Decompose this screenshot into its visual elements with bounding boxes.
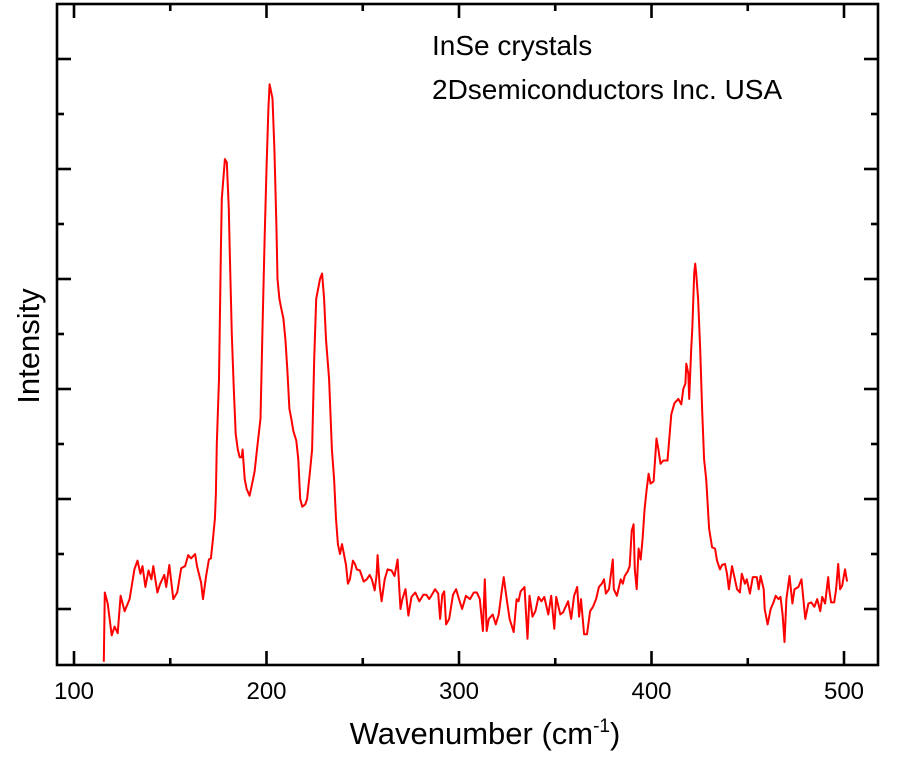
- annotation-sample: InSe crystals: [432, 30, 592, 61]
- y-axis-label: Intensity: [11, 288, 46, 404]
- axis-ticks: [57, 4, 878, 665]
- x-axis-label-close: ): [610, 716, 620, 751]
- x-tick-label: 400: [631, 678, 671, 705]
- x-tick-label: 500: [824, 678, 864, 705]
- x-tick-label: 200: [246, 678, 286, 705]
- x-axis-label-main: Wavenumber (cm: [350, 716, 593, 751]
- x-axis-label: Wavenumber (cm-1): [350, 716, 621, 751]
- x-tick-labels: 100 200 300 400 500: [54, 678, 864, 705]
- annotation-supplier: 2Dsemiconductors Inc. USA: [432, 74, 782, 105]
- spectrum-line: [102, 83, 849, 662]
- x-tick-label: 100: [54, 678, 94, 705]
- plot-area: [102, 83, 849, 662]
- x-tick-label: 300: [439, 678, 479, 705]
- x-axis-label-superscript: -1: [593, 716, 610, 737]
